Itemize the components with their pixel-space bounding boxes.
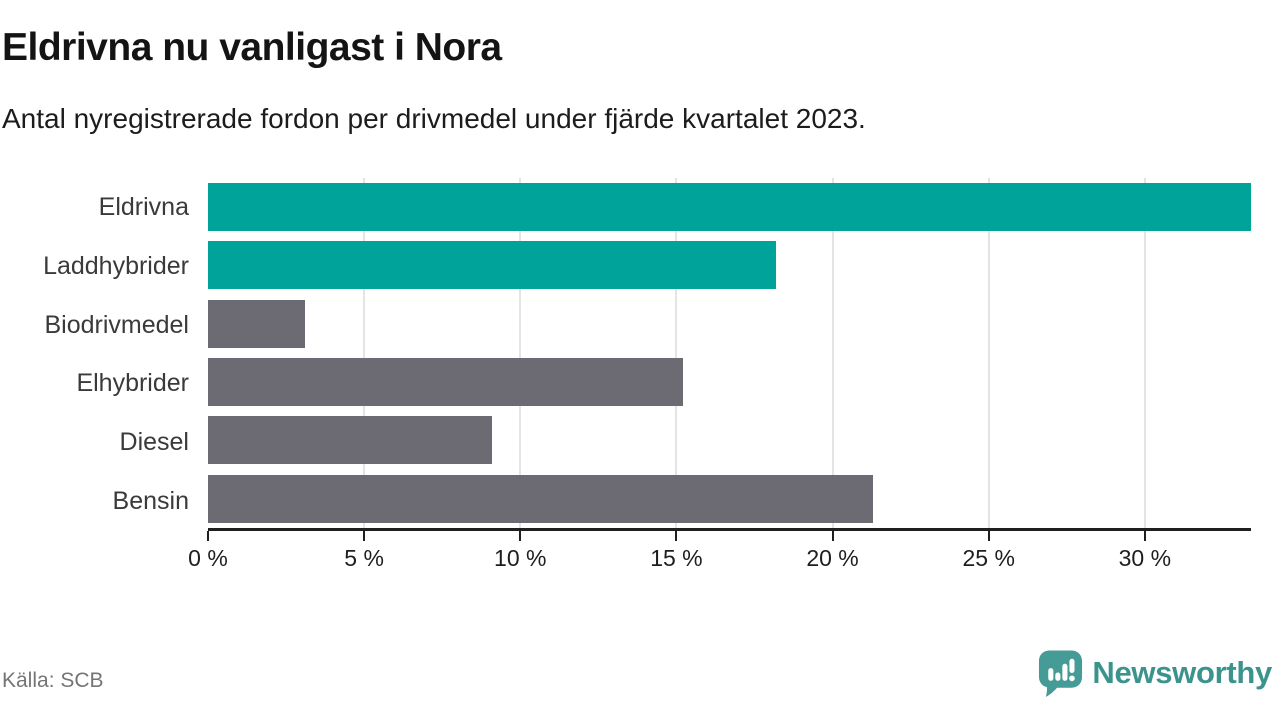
category-label: Laddhybrider <box>43 251 189 280</box>
axis-tick <box>675 531 678 541</box>
axis-tick-label: 25 % <box>962 545 1015 571</box>
category-labels: Eldrivna Laddhybrider Biodrivmedel Elhybrid… <box>0 178 208 531</box>
bar-biodrivmedel <box>208 299 305 348</box>
axis-tick <box>519 531 522 541</box>
category-label: Biodrivmedel <box>44 310 189 339</box>
category-label: Diesel <box>119 428 189 457</box>
axis-tick-label: 10 % <box>494 545 547 571</box>
bar-diesel <box>208 416 493 465</box>
category-label: Bensin <box>112 487 189 516</box>
gridline <box>675 178 678 528</box>
newsworthy-speech-bubble-chart-icon <box>1039 650 1083 697</box>
bar-rows <box>208 178 1251 528</box>
axis-tick-label: 5 % <box>344 545 384 571</box>
bar-bensin <box>208 474 874 523</box>
chart-subtitle: Antal nyregistrerade fordon per drivmede… <box>2 103 866 134</box>
axis-tick <box>363 531 366 541</box>
chart-footer: Källa: SCB Newsworthy <box>0 648 1280 708</box>
gridline <box>1143 178 1146 528</box>
bar-eldrivna <box>208 183 1251 232</box>
gridline <box>363 178 366 528</box>
axis-tick <box>1143 531 1146 541</box>
source-label: Källa: SCB <box>2 669 104 692</box>
chart-title: Eldrivna nu vanligast i Nora <box>2 26 502 69</box>
gridline <box>831 178 834 528</box>
axis-tick <box>207 531 209 541</box>
newsworthy-logo: Newsworthy <box>1037 648 1272 698</box>
bar-row <box>208 353 1251 411</box>
plot-area: 0 % 5 % 10 % 15 % 20 % 25 % 30 % <box>188 178 1251 571</box>
brand-name: Newsworthy <box>1092 655 1272 690</box>
gridline <box>987 178 990 528</box>
bar-row <box>208 470 1251 528</box>
category-label: Eldrivna <box>98 192 189 221</box>
bar-row <box>208 178 1251 236</box>
bar-chart: Eldrivna Laddhybrider Biodrivmedel Elhybrid… <box>0 178 1251 571</box>
category-label: Elhybrider <box>76 369 189 398</box>
axis-tick <box>831 531 834 541</box>
axis-tick-label: 30 % <box>1118 545 1172 571</box>
axis-tick-label: 0 % <box>188 545 228 571</box>
bar-row <box>208 236 1251 294</box>
bar-row <box>208 411 1251 469</box>
axis-tick-label: 20 % <box>806 545 859 571</box>
bar-row <box>208 295 1251 353</box>
bar-laddhybrider <box>208 241 777 290</box>
gridline <box>519 178 522 528</box>
bar-elhybrider <box>208 358 683 407</box>
axis-tick <box>987 531 990 541</box>
axis-tick-label: 15 % <box>650 545 703 571</box>
